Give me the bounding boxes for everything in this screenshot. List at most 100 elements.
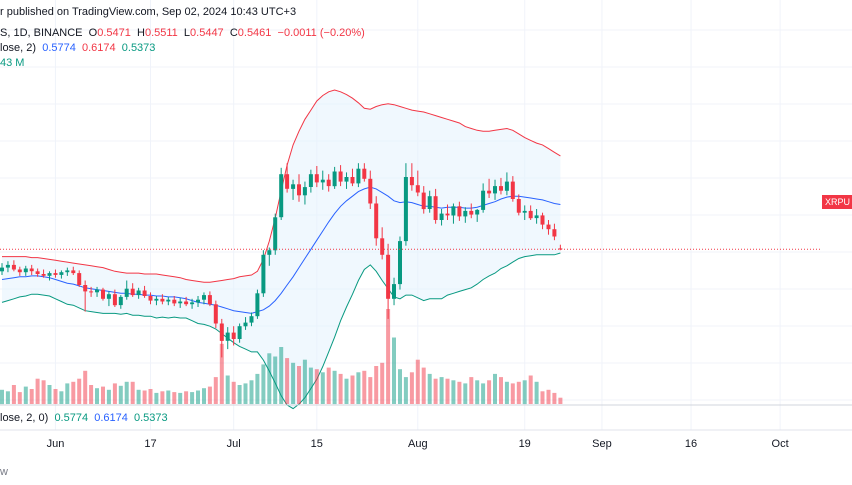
volume-bar [356, 372, 361, 404]
x-tick-label: 19 [519, 438, 531, 450]
volume-bar [475, 380, 480, 405]
candle-body [350, 177, 355, 184]
volume-bar [154, 392, 159, 404]
candle-body [487, 190, 492, 194]
candle-body [130, 288, 135, 296]
volume-bar [213, 377, 218, 404]
volume-bar [83, 370, 88, 405]
candle-body [178, 301, 183, 304]
volume-bar [380, 362, 385, 404]
open-label: O [88, 27, 98, 39]
volume-bars [0, 309, 563, 405]
volume-bar [41, 380, 46, 405]
volume-bar [457, 381, 462, 404]
volume-bar [101, 386, 105, 404]
volume-bar [65, 383, 70, 404]
volume-bar [481, 383, 486, 404]
volume-bar [332, 370, 337, 405]
high-label: H [137, 27, 145, 39]
volume-bar [285, 358, 290, 404]
candle-body [386, 254, 391, 299]
candle-body [493, 186, 497, 194]
candle-body [83, 285, 88, 292]
volume-bar [409, 372, 414, 404]
lower-bb-label: lose, 2, 0) [0, 412, 49, 424]
x-tick-label: 17 [144, 438, 156, 450]
volume-bar [338, 373, 343, 404]
ohlc-legend: S, 1D, BINANCE O0.5471 H0.5511 L0.5447 C… [0, 27, 365, 39]
publish-note: r published on TradingView.com, Sep 02, … [0, 6, 296, 18]
bb-basis-line [1, 186, 561, 314]
volume-bar [362, 370, 367, 405]
volume-bar [95, 388, 99, 404]
candle-body [101, 289, 105, 299]
candle-body [380, 238, 385, 255]
bb-lower-value: 0.5373 [121, 42, 156, 54]
candle-body [285, 174, 290, 189]
volume-bar [320, 372, 325, 404]
candle-body [172, 299, 177, 304]
volume-bar [5, 391, 10, 404]
volume-bar [112, 383, 117, 404]
candle-body [540, 215, 545, 225]
volume-bar [392, 337, 396, 404]
candle-body [237, 326, 242, 339]
candle-body [297, 184, 301, 196]
candle-body [207, 295, 212, 305]
volume-bar [546, 389, 551, 405]
candle-body [65, 270, 70, 273]
volume-bar [368, 377, 373, 404]
volume-bar [510, 383, 515, 404]
volume-bar [106, 389, 111, 405]
candle-body [166, 299, 171, 302]
volume-bar [487, 380, 492, 405]
candle-body [41, 274, 46, 276]
candle-body [546, 224, 551, 230]
candle-body [398, 241, 402, 285]
candle-body [368, 178, 373, 204]
volume-bar [421, 367, 426, 404]
candle-body [356, 168, 361, 184]
candle-body [124, 288, 129, 297]
candle-body [469, 210, 474, 215]
volume-bar [291, 362, 296, 404]
x-tick-label: Aug [408, 438, 428, 450]
candle-body [279, 174, 284, 218]
volume-bar [386, 309, 391, 404]
low-value: 0.5447 [190, 27, 224, 39]
lower-pane-legend: lose, 2, 0) 0.5774 0.6174 0.5373 [0, 412, 168, 424]
candle-body [71, 270, 76, 274]
candle-body [89, 291, 94, 293]
candle-body [344, 177, 349, 182]
volume-bar [433, 378, 438, 404]
volume-bar [35, 378, 40, 404]
volume-bar [552, 392, 557, 404]
volume-bar [124, 381, 129, 404]
candle-body [95, 289, 99, 293]
volume-bar [130, 381, 135, 404]
candle-body [308, 174, 313, 187]
volume-bar [540, 391, 545, 404]
volume-bar [350, 375, 355, 404]
volume-bar [166, 390, 171, 404]
price-tag: XRPU [822, 195, 852, 209]
volume-bar [184, 391, 189, 404]
volume-bar [172, 392, 177, 404]
candle-body [403, 177, 408, 242]
volume-bar [219, 343, 224, 404]
candle-body [445, 213, 450, 216]
volume-bar [558, 397, 563, 404]
volume-bar [279, 347, 284, 404]
candle-body [17, 269, 22, 273]
volume-bar [118, 385, 123, 404]
candle-body [392, 284, 396, 299]
lower-bb-upper: 0.6174 [94, 412, 128, 424]
candle-body [522, 210, 527, 213]
candle-body [362, 168, 367, 179]
volume-bar [302, 359, 307, 404]
volume-bar [231, 381, 236, 404]
bb-fill [2, 90, 561, 409]
volume-bar [344, 378, 349, 404]
bb-legend: lose, 2) 0.5774 0.6174 0.5373 [0, 42, 155, 54]
